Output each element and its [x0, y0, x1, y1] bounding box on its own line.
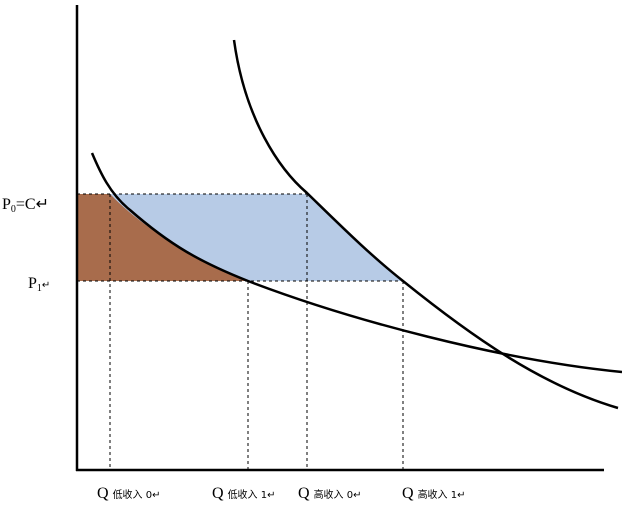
- label-part: P: [2, 196, 11, 213]
- label-part: =C↵: [16, 196, 49, 213]
- quantity-label: Q 高收入 0↵: [298, 485, 361, 502]
- quantity-label: Q 高收入 1↵: [402, 485, 465, 502]
- label-part: ↵: [42, 280, 50, 291]
- price-label: P1↵: [28, 275, 50, 294]
- high-income-demand-curve: [232, 39, 619, 410]
- label-part: 0: [11, 204, 16, 215]
- quantity-label: Q 低收入 0↵: [97, 485, 160, 502]
- label-part: 1: [37, 283, 42, 294]
- label-part: 高收入 0↵: [314, 488, 362, 501]
- price-label: P0=C↵: [2, 196, 49, 215]
- low-income-demand-curve: [90, 152, 622, 374]
- label-part: P: [28, 275, 37, 292]
- label-part: Q: [402, 485, 414, 502]
- label-part: Q: [298, 485, 310, 502]
- label-part: Q: [212, 485, 224, 502]
- label-part: 低收入 0↵: [113, 488, 161, 501]
- label-part: Q: [97, 485, 109, 502]
- label-part: 高收入 1↵: [418, 488, 466, 501]
- label-part: 低收入 1↵: [228, 488, 276, 501]
- quantity-label: Q 低收入 1↵: [212, 485, 275, 502]
